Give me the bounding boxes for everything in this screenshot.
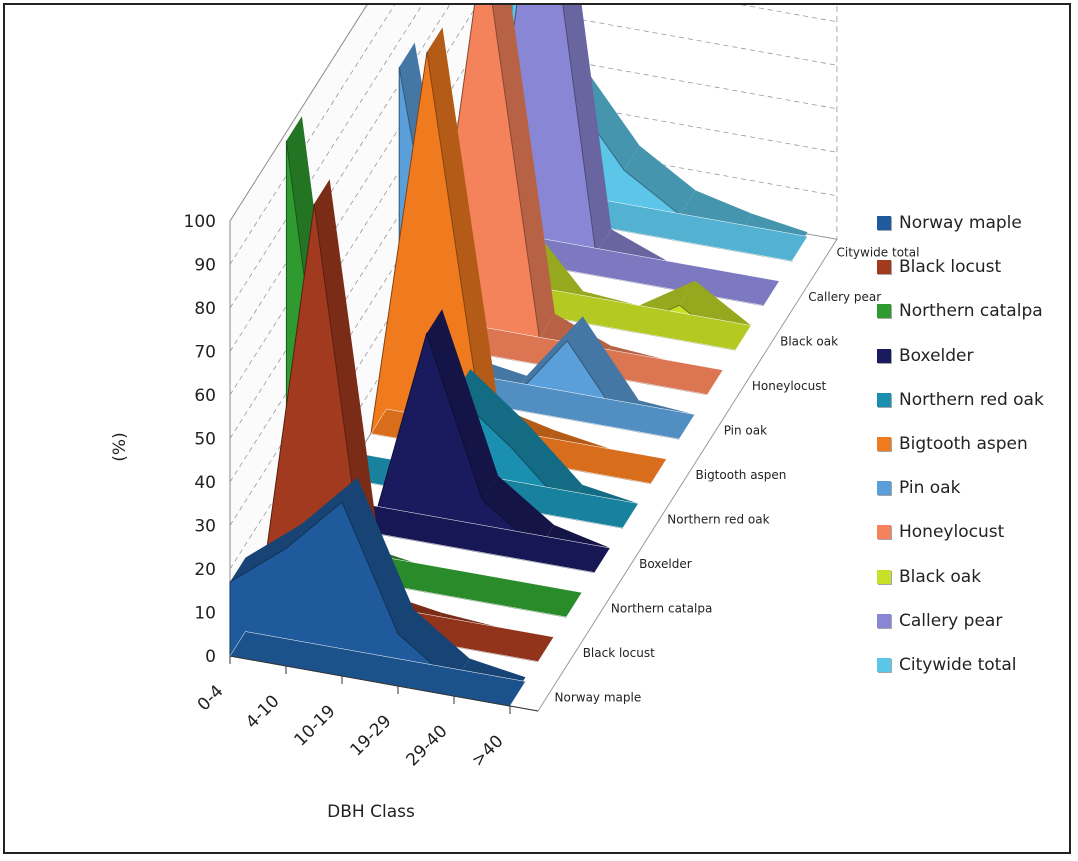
x-tick-label: 29-40 — [402, 721, 451, 770]
legend-swatch — [877, 657, 891, 672]
legend-swatch — [877, 348, 891, 363]
series-top-face — [482, 475, 555, 550]
y-tick-label: 10 — [194, 604, 216, 624]
chart-3d-area: 0 10 20 30 40 50 60 70 80 90 100 0-4 4-10 10-19 19-29… — [110, 5, 920, 822]
series-top-face — [624, 145, 696, 215]
series-top-face — [567, 316, 639, 425]
legend-label: Callery pear — [899, 610, 1003, 631]
series-top-face — [510, 422, 583, 510]
legend-item: Black oak — [877, 555, 1067, 599]
legend-label: Norway maple — [899, 213, 1022, 234]
legend-item: Northern red oak — [877, 378, 1067, 422]
legend-item: Boxelder — [877, 334, 1067, 378]
legend-item: Pin oak — [877, 466, 1067, 510]
depth-tick-label: Black locust — [583, 646, 655, 660]
series-top-face — [427, 27, 499, 432]
y-axis-label: (%) — [110, 432, 130, 461]
series-top-face — [492, 5, 555, 339]
x-tick-label: >40 — [468, 731, 508, 771]
legend-label: Pin oak — [899, 478, 961, 499]
x-axis-line — [229, 655, 539, 712]
series-honeylocust — [426, 5, 724, 395]
legend-swatch — [877, 304, 891, 319]
legend-swatch — [877, 216, 891, 231]
series-top-face — [342, 477, 414, 634]
legend-item: Citywide total — [877, 643, 1067, 687]
depth-tick-label: Northern red oak — [667, 513, 769, 527]
legend-label: Black oak — [899, 566, 982, 587]
legend-swatch — [877, 481, 891, 496]
y-tick-label: 20 — [194, 560, 216, 580]
y-tick-label: 40 — [194, 473, 216, 493]
depth-tick-label: Pin oak — [724, 424, 767, 438]
legend-label: Black locust — [899, 257, 1002, 278]
depth-tick-label: Citywide total — [837, 246, 920, 260]
y-tick-label: 30 — [194, 517, 216, 537]
series-top-face — [454, 369, 527, 448]
legend-label: Bigtooth aspen — [899, 434, 1028, 455]
x-tick-label: 4-10 — [242, 691, 283, 732]
series-top-face — [562, 5, 612, 254]
legend-label: Boxelder — [899, 345, 974, 366]
depth-tick-label: Honeylocust — [752, 379, 827, 393]
legend-label: Northern red oak — [899, 389, 1044, 410]
depth-tick-label: Black oak — [780, 335, 838, 349]
legend-item: Black locust — [877, 245, 1067, 289]
x-tick-label: 0-4 — [194, 681, 228, 715]
series-top-face — [426, 309, 499, 501]
legend-item: Callery pear — [877, 599, 1067, 643]
x-tick-label: 19-29 — [346, 711, 395, 760]
depth-tick-label: Northern catalpa — [611, 602, 712, 616]
legend-item: Northern catalpa — [877, 289, 1067, 333]
x-tick-label: 10-19 — [290, 701, 339, 750]
legend-label: Honeylocust — [899, 522, 1005, 543]
series-boxelder — [314, 309, 611, 573]
legend-item: Honeylocust — [877, 510, 1067, 554]
y-tick-label: 80 — [194, 299, 216, 319]
legend-swatch — [877, 613, 891, 628]
legend-label: Citywide total — [899, 654, 1017, 675]
legend-label: Northern catalpa — [899, 301, 1043, 322]
y-tick-label: 50 — [194, 430, 216, 450]
legend-swatch — [877, 392, 891, 407]
y-tick-label: 0 — [205, 647, 216, 667]
y-tick-label: 100 — [184, 212, 216, 232]
legend: Norway maple Black locust Northern catalpa… — [877, 201, 1067, 687]
legend-swatch — [877, 569, 891, 584]
legend-item: Norway maple — [877, 201, 1067, 245]
legend-swatch — [877, 260, 891, 275]
chart-frame: 0 10 20 30 40 50 60 70 80 90 100 0-4 4-10 10-19 19-29… — [3, 3, 1071, 854]
series-top-face — [230, 524, 302, 582]
depth-tick-label: Callery pear — [808, 290, 881, 304]
depth-tick-label: Boxelder — [639, 557, 692, 571]
x-axis-label: DBH Class — [327, 802, 415, 822]
legend-item: Bigtooth aspen — [877, 422, 1067, 466]
series-top-face — [398, 609, 470, 683]
series-top-face — [286, 477, 358, 549]
depth-tick-label: Bigtooth aspen — [696, 468, 787, 482]
y-tick-label: 60 — [194, 386, 216, 406]
legend-swatch — [877, 437, 891, 452]
y-tick-label: 90 — [194, 256, 216, 276]
legend-swatch — [877, 525, 891, 540]
y-tick-label: 70 — [194, 343, 216, 363]
depth-tick-label: Norway maple — [555, 691, 642, 705]
series-norway-maple — [229, 477, 526, 707]
series-top-face — [511, 316, 583, 401]
